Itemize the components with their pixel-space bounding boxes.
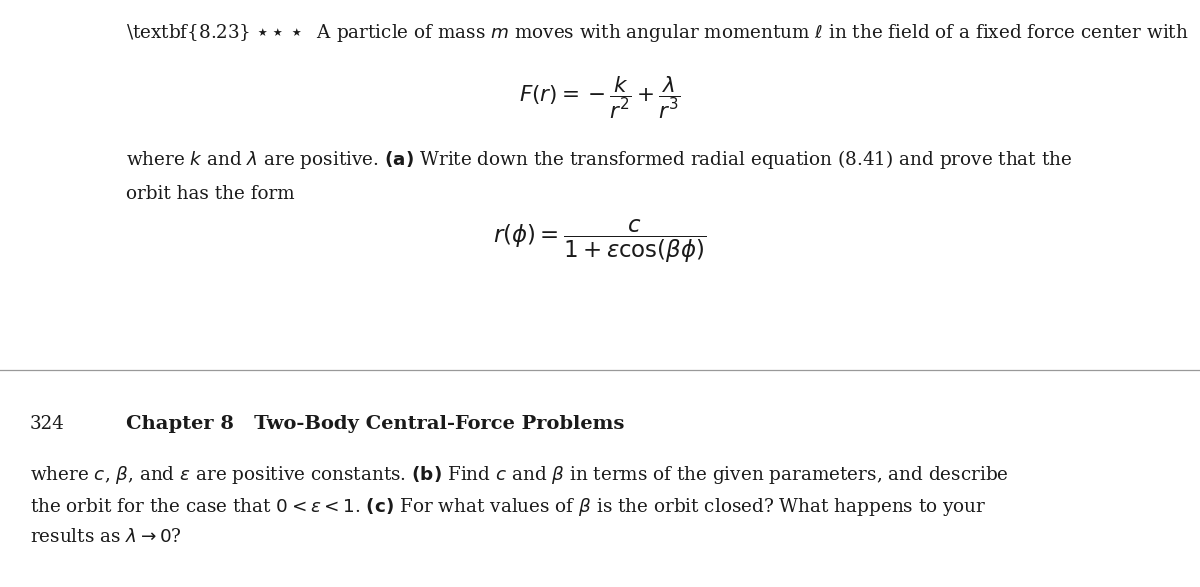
Text: results as $\lambda \rightarrow 0$?: results as $\lambda \rightarrow 0$? xyxy=(30,528,182,546)
Text: \textbf{8.23} $\mathbf{\star\star\star}$  A particle of mass $m$ moves with angu: \textbf{8.23} $\mathbf{\star\star\star}$… xyxy=(126,22,1189,44)
Text: where $k$ and $\lambda$ are positive. $\mathbf{(a)}$ Write down the transformed : where $k$ and $\lambda$ are positive. $\… xyxy=(126,148,1073,171)
Text: where $c$, $\beta$, and $\epsilon$ are positive constants. $\mathbf{(b)}$ Find $: where $c$, $\beta$, and $\epsilon$ are p… xyxy=(30,464,1009,486)
Text: $r(\phi) = \dfrac{c}{1 + \epsilon\cos(\beta\phi)}$: $r(\phi) = \dfrac{c}{1 + \epsilon\cos(\b… xyxy=(493,218,707,265)
Text: orbit has the form: orbit has the form xyxy=(126,185,295,203)
Text: the orbit for the case that $0 < \epsilon < 1$. $\mathbf{(c)}$ For what values o: the orbit for the case that $0 < \epsilo… xyxy=(30,496,986,518)
Text: $F(r) = -\dfrac{k}{r^2} + \dfrac{\lambda}{r^3}$: $F(r) = -\dfrac{k}{r^2} + \dfrac{\lambda… xyxy=(520,75,680,122)
Text: 324: 324 xyxy=(30,415,65,433)
Text: Chapter 8   Two-Body Central-Force Problems: Chapter 8 Two-Body Central-Force Problem… xyxy=(126,415,624,433)
